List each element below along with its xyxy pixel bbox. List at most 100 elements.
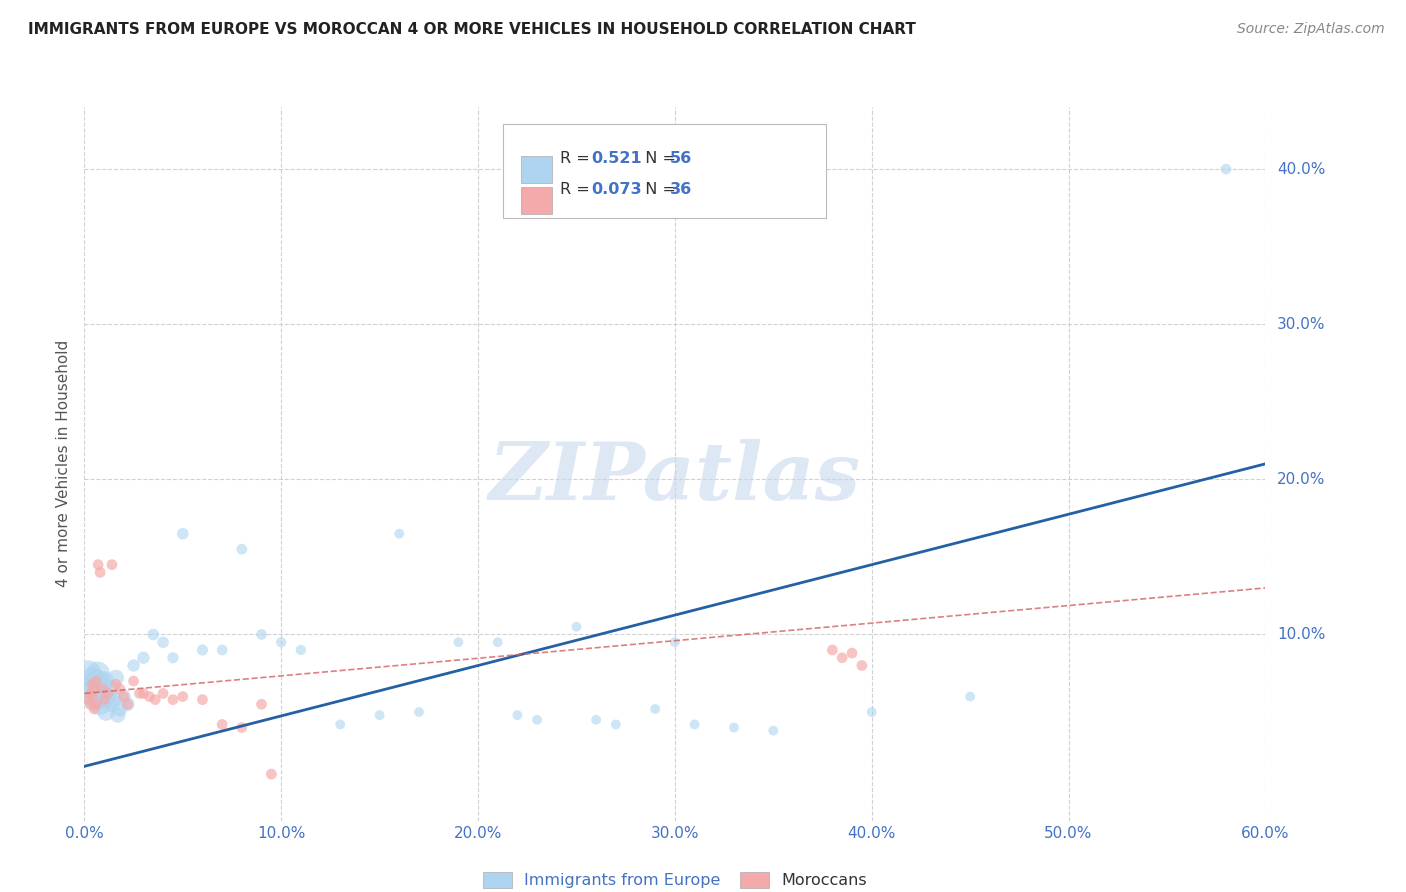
Point	[211, 643, 233, 657]
Point	[84, 673, 107, 688]
Point	[250, 627, 273, 641]
Point	[117, 698, 139, 712]
Point	[97, 690, 120, 704]
Point	[91, 692, 114, 706]
Point	[117, 698, 139, 712]
Point	[447, 635, 470, 649]
Point	[270, 635, 292, 649]
Point	[108, 702, 131, 716]
Text: 36: 36	[669, 182, 692, 197]
Point	[128, 686, 150, 700]
Point	[162, 650, 184, 665]
Point	[683, 717, 706, 731]
Text: 20.0%: 20.0%	[1277, 472, 1326, 487]
Point	[77, 692, 100, 706]
Point	[585, 713, 607, 727]
Text: 30.0%: 30.0%	[1277, 317, 1326, 332]
Text: 0.521: 0.521	[591, 151, 641, 166]
Point	[91, 677, 114, 691]
Point	[82, 677, 104, 691]
Point	[87, 666, 110, 681]
Point	[79, 698, 101, 712]
Point	[851, 658, 873, 673]
Point	[103, 692, 125, 706]
Point	[132, 650, 155, 665]
Point	[408, 705, 430, 719]
Y-axis label: 4 or more Vehicles in Household: 4 or more Vehicles in Household	[56, 340, 72, 588]
Point	[142, 627, 165, 641]
Point	[260, 767, 283, 781]
Point	[83, 681, 105, 696]
Text: N =: N =	[634, 151, 681, 166]
Point	[959, 690, 981, 704]
Text: 40.0%: 40.0%	[1277, 161, 1326, 177]
Point	[664, 635, 686, 649]
Text: 10.0%: 10.0%	[1277, 627, 1326, 642]
Point	[97, 686, 120, 700]
Point	[368, 708, 391, 723]
Point	[526, 713, 548, 727]
Point	[290, 643, 312, 657]
Point	[122, 673, 145, 688]
Point	[93, 692, 115, 706]
Point	[87, 558, 110, 572]
Point	[231, 721, 253, 735]
Point	[211, 717, 233, 731]
Point	[152, 686, 174, 700]
Point	[565, 620, 588, 634]
Point	[1215, 162, 1237, 177]
Point	[605, 717, 627, 731]
Point	[79, 686, 101, 700]
Text: R =: R =	[560, 151, 595, 166]
Point	[762, 723, 785, 738]
Point	[89, 566, 111, 580]
Point	[84, 698, 107, 712]
Point	[83, 692, 105, 706]
Text: ZIPatlas: ZIPatlas	[489, 440, 860, 516]
Point	[83, 681, 105, 696]
Text: Source: ZipAtlas.com: Source: ZipAtlas.com	[1237, 22, 1385, 37]
Point	[98, 681, 121, 696]
Point	[132, 686, 155, 700]
Point	[162, 692, 184, 706]
Point	[231, 542, 253, 557]
Point	[82, 690, 104, 704]
Point	[89, 698, 111, 712]
Point	[191, 643, 214, 657]
Point	[329, 717, 352, 731]
Text: R =: R =	[560, 182, 595, 197]
Point	[172, 690, 194, 704]
Point	[87, 690, 110, 704]
Text: N =: N =	[634, 182, 681, 197]
Point	[172, 526, 194, 541]
Point	[821, 643, 844, 657]
Point	[101, 698, 124, 712]
Text: IMMIGRANTS FROM EUROPE VS MOROCCAN 4 OR MORE VEHICLES IN HOUSEHOLD CORRELATION C: IMMIGRANTS FROM EUROPE VS MOROCCAN 4 OR …	[28, 22, 915, 37]
Point	[143, 692, 166, 706]
Point	[84, 686, 107, 700]
Point	[860, 705, 883, 719]
Point	[122, 658, 145, 673]
Point	[84, 673, 107, 688]
Point	[250, 698, 273, 712]
Point	[104, 671, 127, 685]
Point	[191, 692, 214, 706]
Point	[82, 671, 104, 685]
Point	[82, 677, 104, 691]
Legend: Immigrants from Europe, Moroccans: Immigrants from Europe, Moroccans	[477, 865, 873, 892]
Point	[506, 708, 529, 723]
Point	[644, 702, 666, 716]
Text: 56: 56	[669, 151, 692, 166]
Point	[152, 635, 174, 649]
Point	[841, 646, 863, 660]
Point	[77, 666, 100, 681]
Point	[101, 558, 124, 572]
Point	[138, 690, 160, 704]
Point	[388, 526, 411, 541]
Point	[89, 681, 111, 696]
Point	[112, 690, 135, 704]
Point	[93, 686, 115, 700]
Point	[831, 650, 853, 665]
Point	[107, 708, 129, 723]
Point	[83, 702, 105, 716]
